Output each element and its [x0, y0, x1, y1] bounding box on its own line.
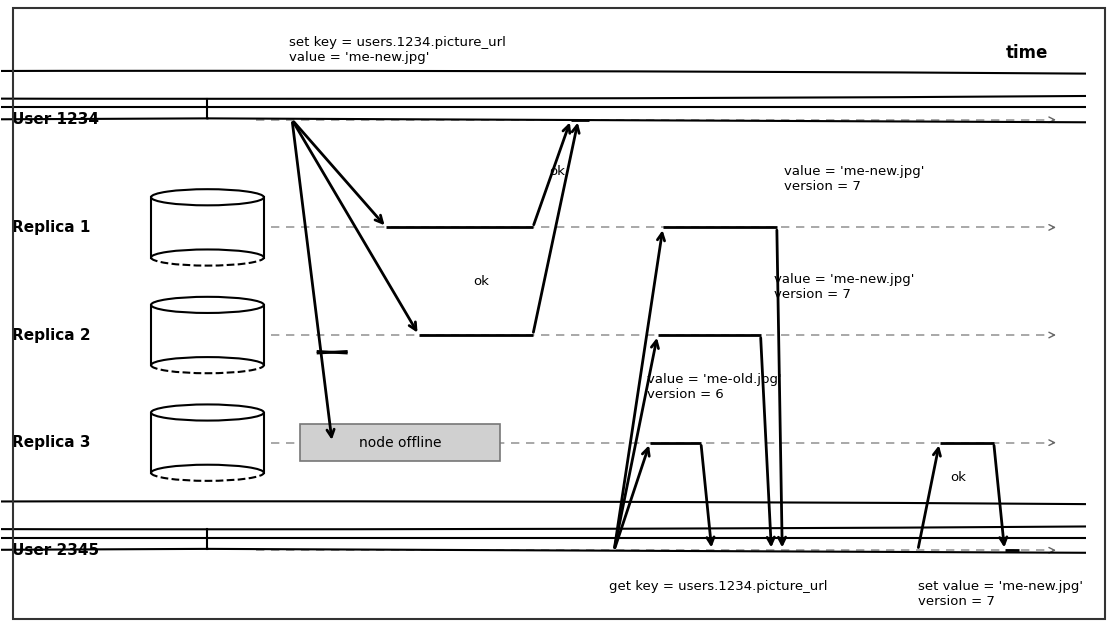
Text: value = 'me-new.jpg'
version = 7: value = 'me-new.jpg' version = 7	[774, 273, 913, 300]
Text: Replica 3: Replica 3	[12, 435, 91, 450]
Ellipse shape	[151, 297, 264, 313]
Text: set value = 'me-new.jpg'
version = 7: set value = 'me-new.jpg' version = 7	[918, 581, 1083, 608]
Text: ok: ok	[549, 165, 565, 178]
Text: value = 'me-new.jpg'
version = 7: value = 'me-new.jpg' version = 7	[785, 165, 925, 193]
Text: time: time	[1005, 44, 1048, 62]
Bar	[151, 305, 264, 365]
Ellipse shape	[151, 189, 264, 205]
Text: value = 'me-old.jpg'
version = 6: value = 'me-old.jpg' version = 6	[646, 372, 781, 401]
Text: Replica 1: Replica 1	[12, 220, 91, 235]
Bar	[151, 413, 264, 473]
Text: set key = users.1234.picture_url
value = 'me-new.jpg': set key = users.1234.picture_url value =…	[288, 36, 505, 64]
Bar	[151, 198, 264, 258]
FancyBboxPatch shape	[300, 424, 500, 461]
Text: User 1234: User 1234	[12, 112, 100, 127]
Text: User 2345: User 2345	[12, 543, 100, 558]
Ellipse shape	[151, 404, 264, 421]
Text: ok: ok	[950, 470, 966, 483]
Text: get key = users.1234.picture_url: get key = users.1234.picture_url	[608, 581, 827, 593]
Text: node offline: node offline	[359, 436, 442, 450]
Text: Replica 2: Replica 2	[12, 327, 91, 342]
Text: ok: ok	[473, 275, 489, 288]
